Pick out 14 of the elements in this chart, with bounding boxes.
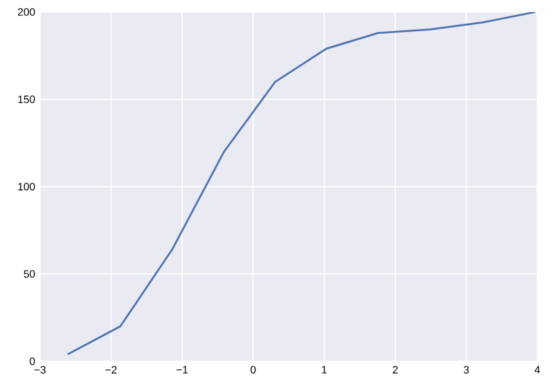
x-tick-label: −1 (176, 366, 188, 374)
y-tick-label: 150 (18, 96, 35, 104)
y-tick-label: 0 (30, 358, 35, 366)
x-tick-label: 1 (322, 366, 327, 374)
x-tick-label: 3 (464, 366, 469, 374)
y-tick-label: 100 (18, 182, 35, 190)
x-tick-label: 0 (250, 366, 256, 374)
x-tick-label: −3 (34, 366, 46, 374)
y-tick-label: 50 (24, 270, 35, 278)
x-tick-label: 2 (392, 366, 398, 374)
line-series (66, 12, 536, 356)
x-tick-label: −2 (105, 366, 117, 374)
y-tick-label: 200 (18, 8, 35, 16)
x-tick-label: 4 (534, 366, 540, 374)
